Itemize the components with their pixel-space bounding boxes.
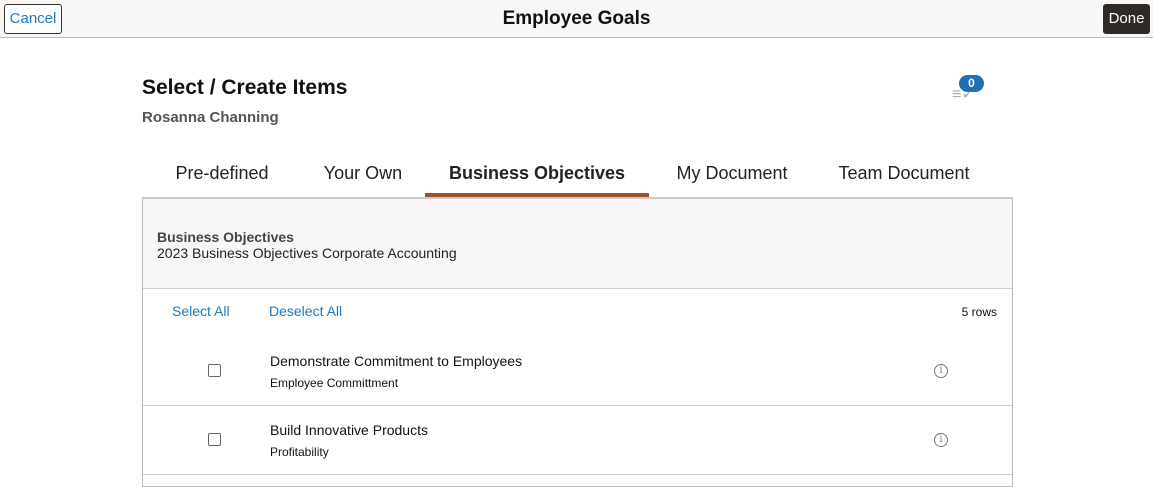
- panel-subheading: 2023 Business Objectives Corporate Accou…: [157, 245, 457, 261]
- item-title: Build Innovative Products: [270, 422, 428, 438]
- item-category: Employee Committment: [270, 376, 399, 390]
- page-title: Select / Create Items: [142, 76, 348, 99]
- row-count: 5 rows: [961, 305, 997, 319]
- item-category: Profitability: [270, 445, 329, 459]
- item-checkbox[interactable]: [208, 364, 221, 377]
- employee-name: Rosanna Channing: [142, 109, 279, 126]
- tab-your-own[interactable]: Your Own: [323, 163, 403, 183]
- business-objectives-panel: Business Objectives 2023 Business Object…: [142, 197, 1013, 487]
- panel-heading: Business Objectives: [157, 229, 294, 245]
- selected-items-button[interactable]: ≡✓ 0: [952, 75, 992, 104]
- deselect-all-link[interactable]: Deselect All: [269, 303, 343, 319]
- list-item: Build Innovative Products Profitability …: [143, 406, 1012, 475]
- tab-bar: Pre-defined Your Own Business Objectives…: [143, 155, 993, 197]
- tab-team-document[interactable]: Team Document: [838, 163, 970, 183]
- select-all-link[interactable]: Select All: [172, 303, 230, 319]
- cancel-button[interactable]: Cancel: [4, 4, 62, 34]
- tab-my-document[interactable]: My Document: [676, 163, 788, 183]
- top-bar: Cancel Employee Goals Done: [0, 0, 1153, 38]
- panel-header: Business Objectives 2023 Business Object…: [143, 199, 1012, 289]
- item-title: Demonstrate Commitment to Employees: [270, 353, 523, 369]
- info-icon[interactable]: i: [934, 364, 948, 378]
- list-item: Demonstrate Commitment to Employees Empl…: [143, 337, 1012, 406]
- selected-count-badge: 0: [959, 75, 984, 92]
- done-button[interactable]: Done: [1103, 4, 1150, 34]
- item-checkbox[interactable]: [208, 433, 221, 446]
- tab-pre-defined[interactable]: Pre-defined: [175, 163, 269, 183]
- info-icon[interactable]: i: [934, 433, 948, 447]
- page-header-title: Employee Goals: [502, 8, 651, 29]
- tab-business-objectives[interactable]: Business Objectives: [425, 155, 649, 197]
